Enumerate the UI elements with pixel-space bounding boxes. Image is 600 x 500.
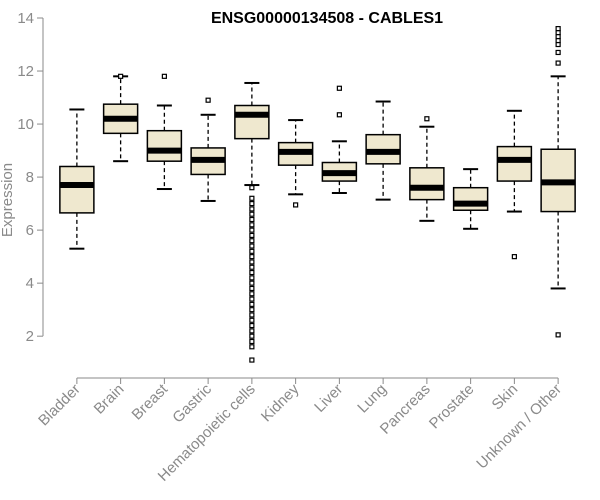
box-prostate: [452, 168, 489, 230]
outlier-point: [336, 112, 342, 118]
outlier-point: [249, 211, 255, 217]
plot-area: [59, 26, 576, 363]
outlier-point: [249, 328, 255, 334]
box-iqr: [234, 104, 270, 140]
outlier-point: [555, 60, 561, 66]
outlier-point: [249, 333, 255, 339]
outlier-point: [249, 269, 255, 276]
box-iqr: [59, 165, 95, 214]
outlier-point: [249, 227, 255, 233]
outlier-point: [205, 97, 211, 103]
outlier-point: [249, 317, 255, 323]
box-liver: [321, 85, 358, 194]
x-tick-label: Prostate: [426, 381, 478, 433]
y-tick-label: 12: [17, 63, 34, 80]
box-brain: [102, 73, 139, 163]
y-tick-label: 8: [26, 169, 34, 186]
box-iqr: [452, 186, 489, 211]
outlier-point: [249, 307, 255, 313]
box-bladder: [59, 108, 95, 250]
outlier-point: [118, 73, 124, 79]
outlier-point: [424, 116, 430, 122]
outlier-point: [249, 338, 255, 345]
box-iqr: [496, 145, 533, 182]
outlier-point: [293, 202, 299, 208]
outlier-point: [249, 185, 255, 191]
box-breast: [146, 73, 183, 191]
box-iqr: [146, 129, 183, 162]
x-tick-label: Brain: [91, 381, 128, 418]
chart-title: ENSG00000134508 - CABLES1: [211, 10, 443, 27]
outlier-point: [249, 275, 255, 281]
outlier-point: [249, 280, 255, 286]
outlier-point: [249, 195, 255, 201]
outlier-point: [249, 222, 255, 228]
x-tick-label: Liver: [311, 381, 346, 416]
outlier-point: [555, 332, 561, 338]
x-tick-label: Skin: [489, 381, 522, 414]
y-axis: 2 4 6 8 10 12 14: [17, 10, 44, 345]
outlier-point: [555, 49, 561, 56]
box-iqr: [409, 167, 445, 201]
box-kidney: [277, 119, 314, 208]
outlier-point: [336, 85, 342, 91]
outlier-point: [249, 254, 255, 260]
outlier-point: [249, 322, 255, 329]
y-axis-label: Expression: [0, 163, 16, 237]
outlier-point: [249, 344, 255, 350]
outlier-point: [249, 206, 255, 212]
outlier-point: [249, 357, 255, 363]
outlier-point: [249, 243, 255, 249]
outlier-point: [249, 312, 255, 318]
box-hematopoietic-cells: [234, 81, 270, 363]
y-tick-label: 2: [26, 328, 34, 345]
x-tick-label: Breast: [129, 380, 172, 423]
outlier-point: [249, 238, 255, 244]
outlier-point: [249, 248, 255, 254]
box-lung: [365, 100, 401, 201]
outlier-point: [249, 216, 255, 223]
outlier-point: [161, 73, 167, 79]
y-tick-label: 10: [17, 116, 34, 133]
box-unknown-other: [540, 26, 576, 338]
box-pancreas: [409, 116, 445, 222]
outlier-point: [249, 291, 255, 297]
outlier-point: [249, 201, 255, 207]
outlier-point: [249, 285, 255, 292]
y-tick-label: 6: [26, 222, 34, 239]
y-tick-label: 4: [26, 275, 34, 292]
x-tick-label: Lung: [354, 381, 390, 417]
outlier-point: [555, 26, 561, 32]
y-tick-label: 14: [17, 10, 34, 27]
outlier-point: [249, 232, 255, 239]
outlier-point: [249, 259, 255, 265]
box-skin: [496, 109, 533, 260]
outlier-point: [249, 264, 255, 270]
outlier-point: [249, 301, 255, 307]
outlier-point: [249, 296, 255, 302]
x-tick-label: Kidney: [258, 380, 303, 425]
box-gastric: [190, 97, 226, 202]
x-tick-label: Bladder: [35, 381, 84, 430]
outlier-point: [511, 254, 517, 260]
